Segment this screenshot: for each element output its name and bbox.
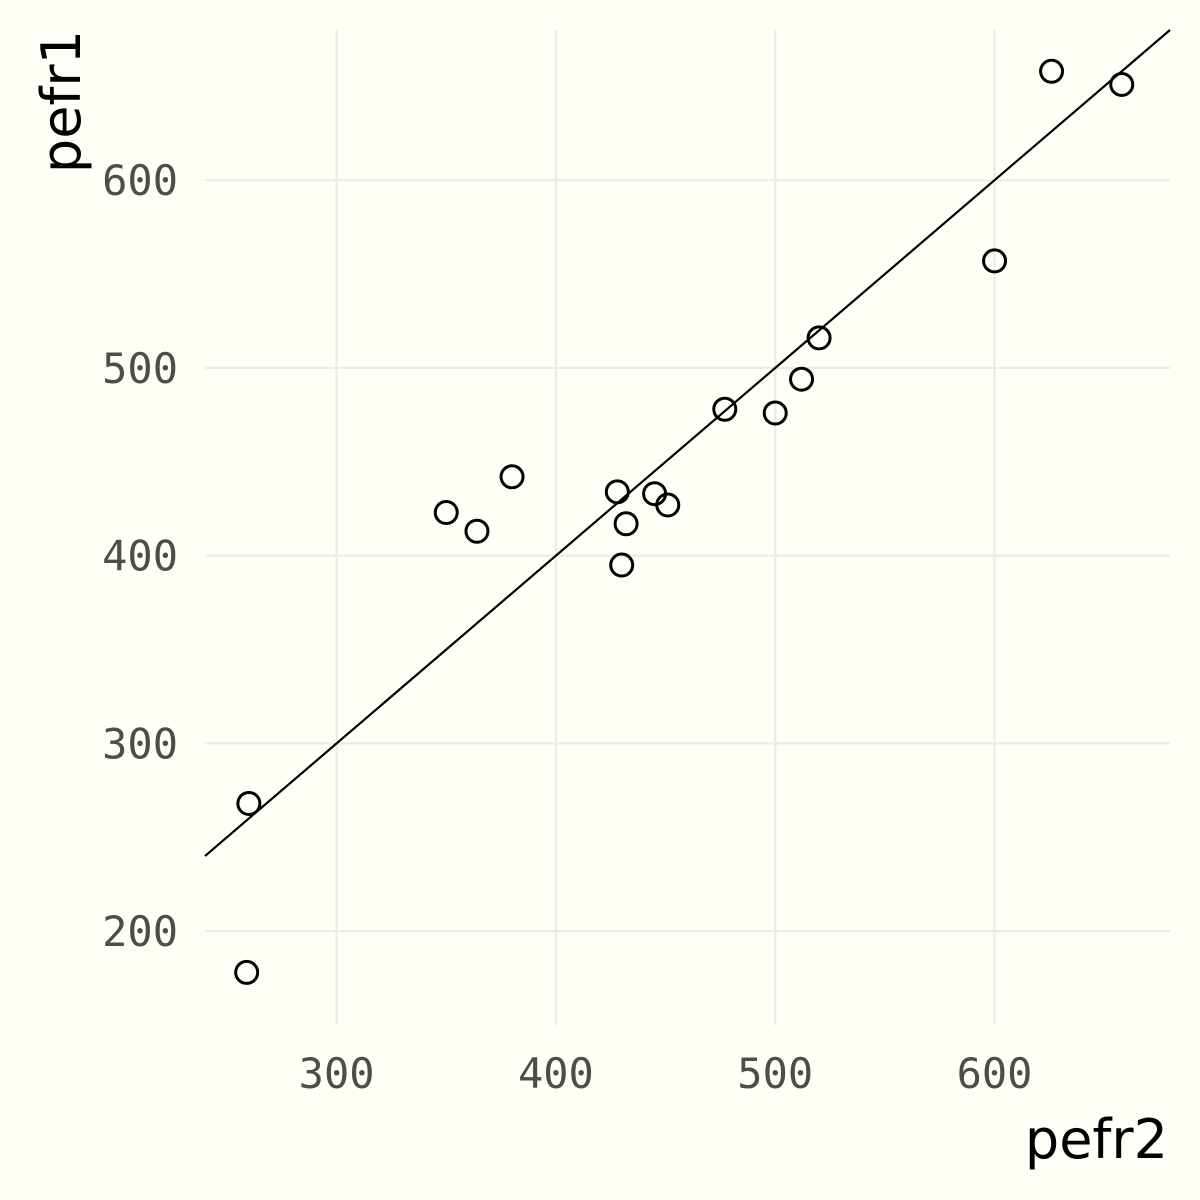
x-tick-label: 400 <box>518 1049 594 1098</box>
x-axis-ticks: 300 400 500 600 <box>299 1049 1033 1098</box>
y-tick-label: 500 <box>102 344 178 393</box>
reference-line <box>204 29 1171 857</box>
data-point <box>1039 58 1065 84</box>
y-tick-label: 300 <box>102 719 178 768</box>
data-point <box>604 479 630 505</box>
data-point <box>655 492 681 518</box>
data-point <box>789 366 815 392</box>
grid <box>205 30 1170 1025</box>
data-point <box>433 499 459 525</box>
data-point <box>712 396 738 422</box>
data-point <box>464 518 490 544</box>
data-points <box>234 58 1135 985</box>
y-axis-ticks: 200 300 400 500 600 <box>102 156 178 956</box>
data-point <box>234 959 260 985</box>
x-axis-title: pefr2 <box>1025 1108 1168 1171</box>
data-point <box>499 464 525 490</box>
data-point <box>982 248 1008 274</box>
data-point <box>1109 71 1135 97</box>
y-tick-label: 400 <box>102 532 178 581</box>
data-point <box>762 400 788 426</box>
reference-line-group <box>204 29 1171 857</box>
data-point <box>642 481 668 507</box>
y-axis-title: pefr1 <box>30 30 93 173</box>
x-tick-label: 300 <box>299 1049 375 1098</box>
data-point <box>236 790 262 816</box>
x-tick-label: 500 <box>737 1049 813 1098</box>
x-tick-label: 600 <box>957 1049 1033 1098</box>
data-point <box>806 325 832 351</box>
y-tick-label: 600 <box>102 156 178 205</box>
data-point <box>609 552 635 578</box>
data-point <box>613 511 639 537</box>
y-tick-label: 200 <box>102 907 178 956</box>
